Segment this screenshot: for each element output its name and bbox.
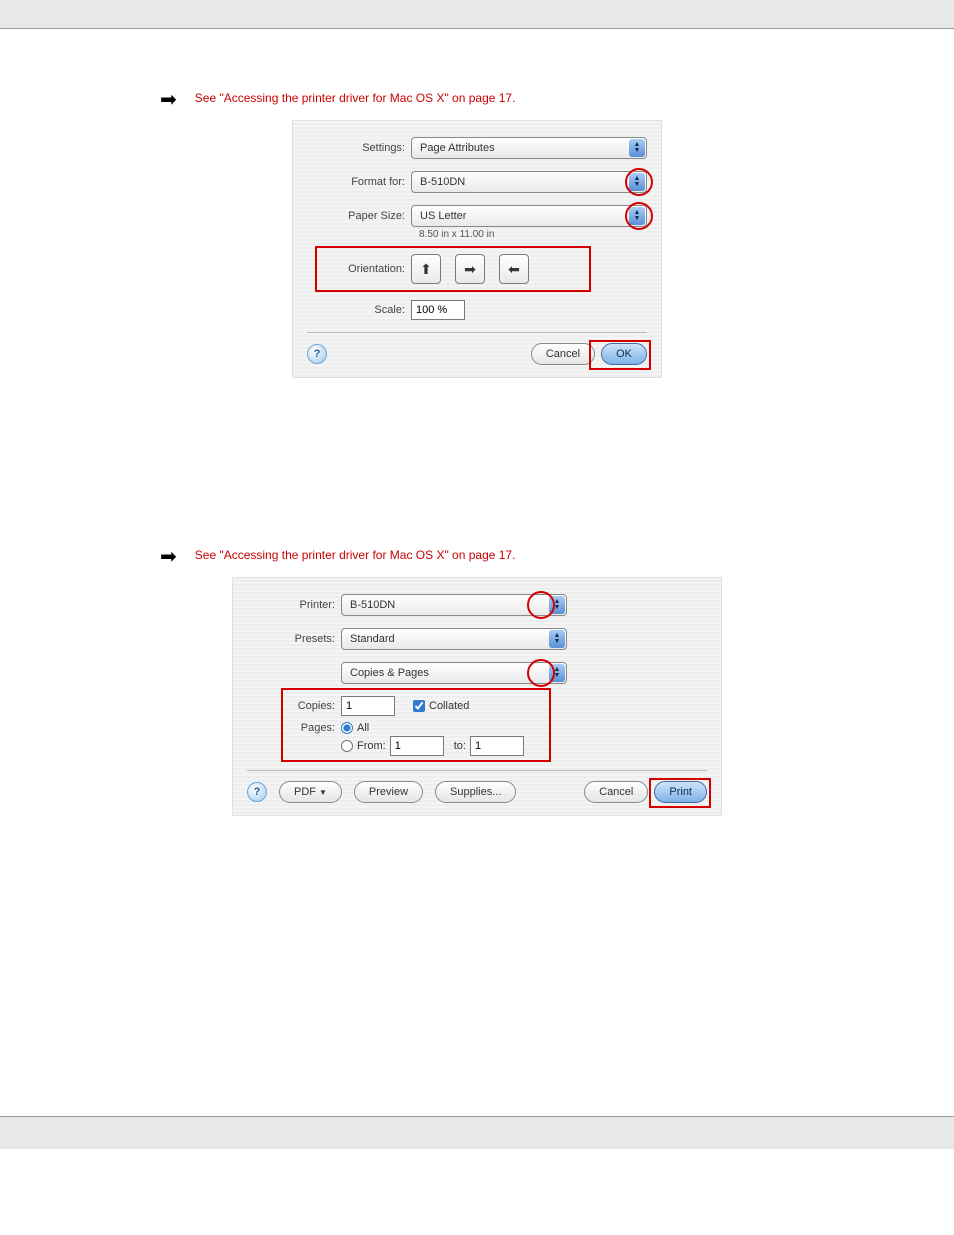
format-for-label: Format for: [307, 176, 405, 188]
pages-all-radio[interactable] [341, 722, 353, 734]
printer-label: Printer: [247, 599, 335, 611]
updown-icon [549, 596, 565, 614]
pane-row: Copies & Pages [247, 662, 707, 684]
step3-pointer: ➡ See "Accessing the printer driver for … [160, 91, 884, 110]
format-for-value: B-510DN [420, 176, 465, 188]
portrait-icon: ⬆ [420, 261, 432, 278]
step3-link-text[interactable]: See "Accessing the printer driver for Ma… [195, 91, 516, 105]
collated-label: Collated [429, 700, 469, 712]
landscape-icon: ➡ [464, 261, 476, 278]
copies-line: Copies: Collated [247, 696, 707, 716]
pages-range-line: From: to: [341, 736, 707, 756]
pages-from-input[interactable] [390, 736, 444, 756]
cancel-label: Cancel [546, 348, 580, 360]
paper-size-label: Paper Size: [307, 210, 405, 222]
paper-dimensions: 8.50 in x 11.00 in [419, 229, 647, 240]
updown-icon [629, 139, 645, 157]
pages-to-label: to: [454, 740, 466, 752]
paper-size-row: Paper Size: US Letter [307, 205, 647, 227]
step5-link-text[interactable]: See "Accessing the printer driver for Ma… [195, 548, 516, 562]
page-setup-dialog: Settings: Page Attributes Format for: B-… [292, 120, 662, 378]
cancel-label: Cancel [599, 786, 633, 798]
pages-range-radio[interactable] [341, 740, 353, 752]
caret-down-icon: ▼ [319, 788, 327, 797]
format-for-row: Format for: B-510DN [307, 171, 647, 193]
orientation-label: Orientation: [307, 263, 405, 275]
page-setup-button-row: ? Cancel OK [307, 343, 647, 365]
settings-value: Page Attributes [420, 142, 495, 154]
presets-row: Presets: Standard [247, 628, 707, 650]
reverse-landscape-icon: ⬅ [508, 261, 520, 278]
copies-input[interactable] [341, 696, 395, 716]
print-dialog-button-row: ? PDF▼ Preview Supplies... Cancel Print [247, 781, 707, 803]
pages-all-label: All [357, 722, 369, 734]
settings-label: Settings: [307, 142, 405, 154]
pdf-label: PDF [294, 786, 316, 798]
print-dialog: Printer: B-510DN Presets: Standard Copie… [232, 577, 722, 816]
page-footer-band [0, 1116, 954, 1149]
supplies-button[interactable]: Supplies... [435, 781, 516, 803]
updown-icon [549, 664, 565, 682]
orientation-portrait-button[interactable]: ⬆ [411, 254, 441, 284]
preview-label: Preview [369, 786, 408, 798]
dialog-separator [247, 770, 707, 771]
help-icon[interactable]: ? [307, 344, 327, 364]
printer-popup[interactable]: B-510DN [341, 594, 567, 616]
presets-value: Standard [350, 633, 395, 645]
paper-size-value: US Letter [420, 210, 466, 222]
arrow-right-icon: ➡ [160, 90, 177, 110]
preview-button[interactable]: Preview [354, 781, 423, 803]
step5-pointer: ➡ See "Accessing the printer driver for … [160, 548, 884, 567]
copies-label: Copies: [247, 700, 335, 712]
scale-row: Scale: [307, 300, 647, 320]
help-icon[interactable]: ? [247, 782, 267, 802]
pane-popup[interactable]: Copies & Pages [341, 662, 567, 684]
ok-button[interactable]: OK [601, 343, 647, 365]
copies-pages-block: Copies: Collated Pages: All From: to: [247, 688, 707, 762]
presets-label: Presets: [247, 633, 335, 645]
updown-icon [629, 173, 645, 191]
collated-checkbox[interactable] [413, 700, 425, 712]
settings-popup[interactable]: Page Attributes [411, 137, 647, 159]
scale-label: Scale: [307, 304, 405, 316]
pdf-menu-button[interactable]: PDF▼ [279, 781, 342, 803]
printer-row: Printer: B-510DN [247, 594, 707, 616]
scale-input[interactable] [411, 300, 465, 320]
arrow-right-icon: ➡ [160, 547, 177, 567]
orientation-landscape-button[interactable]: ➡ [455, 254, 485, 284]
print-label: Print [669, 786, 692, 798]
orientation-row: Orientation: ⬆ ➡ ⬅ [307, 250, 647, 288]
paper-size-popup[interactable]: US Letter [411, 205, 647, 227]
page-header-band [0, 0, 954, 29]
print-button[interactable]: Print [654, 781, 707, 803]
format-for-popup[interactable]: B-510DN [411, 171, 647, 193]
cancel-button[interactable]: Cancel [584, 781, 648, 803]
pages-to-input[interactable] [470, 736, 524, 756]
pane-value: Copies & Pages [350, 667, 429, 679]
presets-popup[interactable]: Standard [341, 628, 567, 650]
cancel-button[interactable]: Cancel [531, 343, 595, 365]
dialog-separator [307, 332, 647, 333]
pages-line: Pages: All [247, 722, 707, 734]
orientation-reverse-landscape-button[interactable]: ⬅ [499, 254, 529, 284]
ok-label: OK [616, 348, 632, 360]
printer-value: B-510DN [350, 599, 395, 611]
updown-icon [629, 207, 645, 225]
pages-from-label: From: [357, 740, 386, 752]
updown-icon [549, 630, 565, 648]
pages-label: Pages: [247, 722, 335, 734]
settings-row: Settings: Page Attributes [307, 137, 647, 159]
supplies-label: Supplies... [450, 786, 501, 798]
